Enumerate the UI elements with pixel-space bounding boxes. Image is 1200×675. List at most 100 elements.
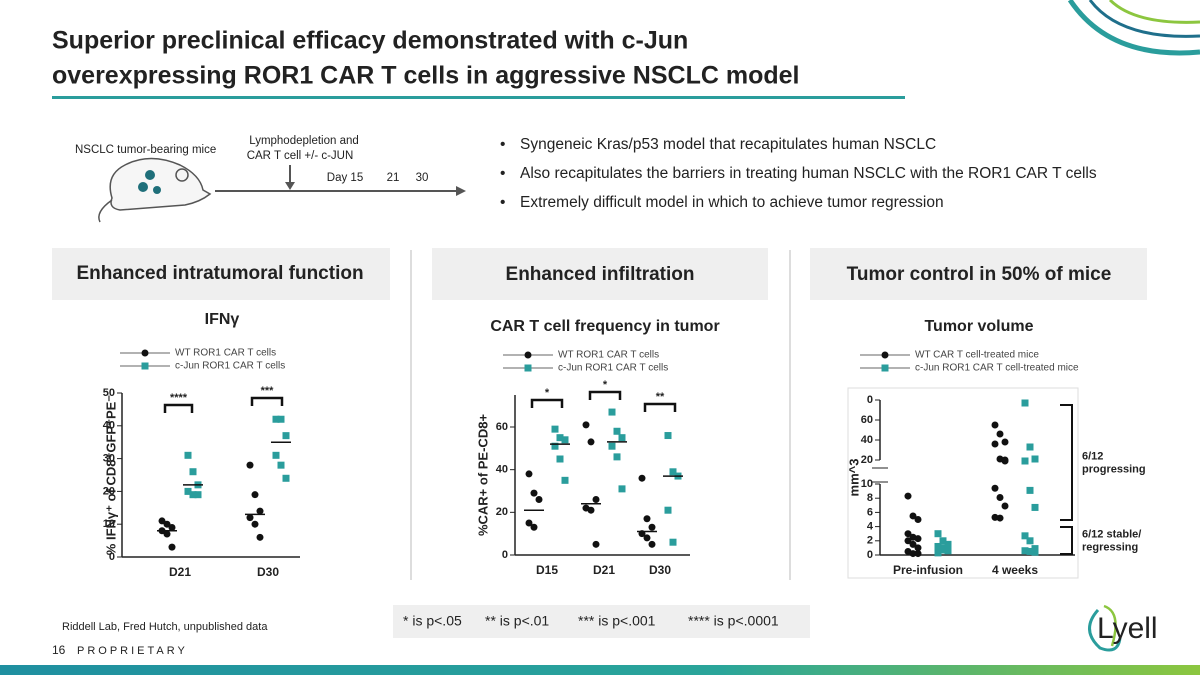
legend-marker <box>524 351 532 359</box>
data-point <box>272 415 280 423</box>
x-tick-label: D21 <box>593 563 615 577</box>
mouse-icon <box>98 157 212 223</box>
data-point <box>256 533 264 541</box>
data-point <box>909 540 917 548</box>
logo-text: Lyell <box>1097 612 1158 645</box>
y-tick-label: 20 <box>861 454 873 466</box>
bullets: • Syngeneic Kras/p53 model that recapitu… <box>500 136 1097 211</box>
data-point <box>1026 547 1034 555</box>
data-point <box>163 530 171 538</box>
y-axis-label: %CAR+ of PE-CD8+ <box>475 414 490 536</box>
data-point <box>256 507 264 515</box>
data-point <box>535 496 543 504</box>
y-tick-label: 0 <box>109 551 115 563</box>
data-point <box>530 489 538 497</box>
data-point <box>904 537 912 545</box>
data-point <box>1026 443 1034 451</box>
data-point <box>909 512 917 520</box>
significance-label: * <box>603 379 608 391</box>
panel-header <box>52 248 390 300</box>
footnote: Riddell Lab, Fred Hutch, unpublished dat… <box>62 621 268 633</box>
data-point <box>618 434 626 442</box>
legend-marker <box>141 349 149 357</box>
day-label: 30 <box>416 172 429 184</box>
significance-bracket <box>643 402 677 412</box>
logo: Lyell <box>1088 604 1158 652</box>
significance-label: ** <box>656 391 665 403</box>
data-point <box>944 547 952 555</box>
group-bracket <box>1060 526 1073 555</box>
data-point <box>1001 438 1009 446</box>
y-tick-label: 20 <box>496 506 508 518</box>
data-point <box>561 436 569 444</box>
bottom-bar <box>0 665 1200 675</box>
y-tick-label: 10 <box>103 518 115 530</box>
bullet-dot: • <box>500 165 505 182</box>
data-point <box>551 425 559 433</box>
legend-marker <box>141 362 149 370</box>
timeline: NSCLC tumor-bearing mice Lymphodepletion… <box>75 135 466 223</box>
x-tick-label: D30 <box>257 565 279 579</box>
significance-item: *** is p<.001 <box>578 613 656 629</box>
legend-marker <box>881 364 889 372</box>
data-point <box>914 550 922 558</box>
data-point <box>582 421 590 429</box>
legend-label: c-Jun ROR1 CAR T cells <box>175 361 285 372</box>
x-tick-label: D15 <box>536 563 558 577</box>
bullet-dot: • <box>500 136 505 153</box>
y-tick-label: 60 <box>496 421 508 433</box>
data-point <box>648 523 656 531</box>
day-label: 21 <box>387 172 400 184</box>
data-point <box>904 492 912 500</box>
y-tick-label: 4 <box>867 521 874 533</box>
significance-bracket <box>530 398 564 408</box>
data-point <box>551 442 559 450</box>
data-point <box>643 534 651 542</box>
y-tick-label: 10 <box>861 478 873 490</box>
data-point <box>991 484 999 492</box>
data-point <box>1021 399 1029 407</box>
group-label: regressing <box>1082 541 1138 553</box>
data-point <box>613 427 621 435</box>
data-point <box>608 408 616 416</box>
data-point <box>277 461 285 469</box>
tumor-icon <box>138 170 161 194</box>
data-point <box>282 474 290 482</box>
data-point <box>168 523 176 531</box>
data-point <box>914 544 922 552</box>
significance-box <box>393 605 810 638</box>
legend-marker <box>524 364 532 372</box>
data-point <box>991 440 999 448</box>
bullet: Also recapitulates the barriers in treat… <box>520 165 1097 182</box>
data-point <box>587 438 595 446</box>
y-tick-label: 40 <box>103 420 115 432</box>
legend-label: c-Jun ROR1 CAR T cell-treated mice <box>915 363 1079 374</box>
y-tick-label: 0 <box>867 394 873 406</box>
data-point <box>669 538 677 546</box>
data-point <box>1001 457 1009 465</box>
panel-header <box>810 248 1147 300</box>
data-point <box>914 516 922 523</box>
y-tick-label: 40 <box>496 464 508 476</box>
data-point <box>904 530 912 538</box>
legend-marker <box>881 351 889 359</box>
data-point <box>664 432 672 440</box>
data-point <box>592 540 600 548</box>
bullet-dot: • <box>500 194 505 211</box>
x-tick-label: D30 <box>649 563 671 577</box>
significance-bracket <box>163 403 194 413</box>
legend-label: WT ROR1 CAR T cells <box>175 348 276 359</box>
group-bracket <box>1060 404 1073 521</box>
title-line: overexpressing ROR1 CAR T cells in aggre… <box>52 62 799 90</box>
data-point <box>1026 537 1034 545</box>
y-tick-label: 30 <box>103 453 115 465</box>
data-point <box>184 451 192 459</box>
data-point <box>664 506 672 514</box>
significance-bracket <box>588 390 622 400</box>
data-point <box>996 514 1004 522</box>
treatment-label: Lymphodepletion and <box>249 135 359 147</box>
chart-title: Tumor volume <box>924 318 1033 335</box>
data-point <box>1021 532 1029 540</box>
y-tick-label: 8 <box>867 492 873 504</box>
data-point <box>613 453 621 461</box>
